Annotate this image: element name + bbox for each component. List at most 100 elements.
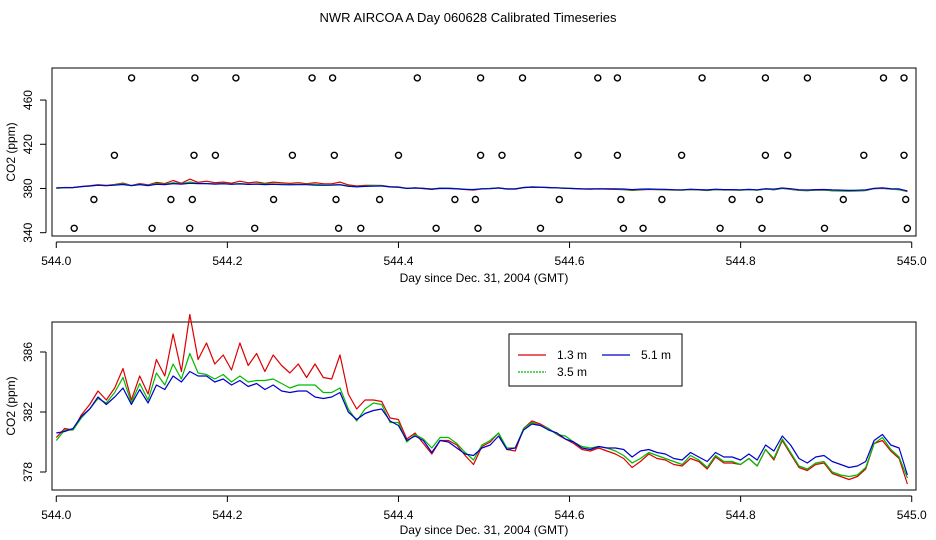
legend-box — [508, 333, 683, 387]
calibration-point — [900, 74, 908, 82]
top-x-tick-label: 544.2 — [212, 254, 242, 268]
calibration-point — [803, 74, 812, 82]
bottom-series-lines — [55, 313, 908, 485]
calibration-point — [451, 195, 459, 204]
calibration-point — [761, 74, 770, 82]
bottom-plot-frame — [51, 321, 917, 491]
calibration-point — [594, 74, 602, 82]
top-series-lines — [56, 178, 908, 193]
calibration-point — [185, 224, 194, 233]
bottom-x-tick-label: 544.0 — [41, 508, 71, 522]
top-y-tick-label: 460 — [21, 90, 35, 110]
calibration-point — [375, 195, 384, 204]
bottom-x-tick-label: 544.2 — [212, 508, 242, 522]
bottom-x-tick-label: 545.0 — [897, 508, 927, 522]
top-plot-frame — [51, 67, 917, 237]
calibration-point — [211, 151, 220, 160]
calibration-point — [269, 195, 278, 204]
bottom-x-tick-label: 544.8 — [726, 508, 756, 522]
top-series-line-5-1-m — [56, 182, 908, 192]
bottom-x-axis-label: Day since Dec. 31, 2004 (GMT) — [400, 523, 569, 537]
calibration-point — [191, 74, 199, 82]
calibration-point — [761, 151, 770, 160]
calibration-point — [357, 224, 365, 233]
calibration-point — [471, 195, 480, 204]
calibration-point — [658, 195, 666, 204]
top-x-tick-label: 544.4 — [383, 254, 413, 268]
top-x-tick-label: 544.0 — [41, 254, 71, 268]
calibration-point — [755, 195, 764, 204]
calibration-point — [902, 195, 910, 204]
calibration-point — [820, 224, 829, 233]
top-x-axis: 544.0 544.2 544.4 544.6 544.8 545.0 — [41, 241, 927, 268]
bottom-y-tick-label: 382 — [21, 402, 35, 422]
calibration-point — [613, 74, 622, 82]
bottom-series-line-5-1-m — [56, 370, 908, 476]
calibration-point — [476, 151, 485, 160]
calibration-point — [900, 151, 908, 160]
calibration-point — [784, 151, 792, 160]
calibration-point — [474, 224, 482, 233]
calibration-point — [728, 195, 736, 204]
bottom-x-tick-label: 544.4 — [383, 508, 413, 522]
top-calibration-points — [70, 74, 912, 233]
calibration-point — [167, 195, 175, 204]
calibration-point — [188, 195, 197, 204]
calibration-point — [232, 74, 240, 82]
calibration-point — [127, 74, 136, 82]
top-y-tick-label: 340 — [21, 222, 35, 242]
calibration-point — [677, 151, 686, 160]
calibration-point — [432, 224, 440, 233]
bottom-y-axis: 378 382 386 — [21, 342, 47, 482]
calibration-point — [250, 224, 259, 233]
legend-label-3-5m: 3.5 m — [557, 365, 587, 379]
legend-label-5-1m: 5.1 m — [641, 348, 671, 362]
bottom-series-line-1-3-m — [55, 313, 908, 485]
calibration-point — [639, 224, 647, 233]
calibration-point — [330, 151, 338, 160]
top-panel: 544.0 544.2 544.4 544.6 544.8 545.0 340 380 420… — [4, 67, 927, 285]
calibration-point — [879, 74, 888, 82]
calibration-point — [308, 74, 316, 82]
bottom-y-axis-label: CO2 (ppm) — [4, 376, 18, 435]
calibration-point — [413, 74, 421, 82]
calibration-point — [860, 151, 868, 160]
calibration-point — [476, 74, 485, 82]
calibration-point — [574, 151, 582, 160]
calibration-point — [332, 195, 340, 204]
top-y-axis-label: CO2 (ppm) — [4, 122, 18, 181]
calibration-point — [617, 195, 625, 204]
calibration-point — [619, 224, 628, 233]
bottom-y-tick-label: 378 — [21, 462, 35, 482]
calibration-point — [555, 195, 563, 204]
calibration-point — [716, 224, 724, 233]
bottom-x-tick-label: 544.6 — [555, 508, 585, 522]
legend-label-1-3m: 1.3 m — [557, 348, 587, 362]
calibration-point — [536, 224, 545, 233]
chart-title: NWR AIRCOA A Day 060628 Calibrated Times… — [320, 10, 617, 25]
calibration-point — [613, 151, 622, 160]
top-x-tick-label: 544.6 — [555, 254, 585, 268]
top-series-line-1-3-m — [56, 178, 908, 193]
bottom-y-tick-label: 386 — [21, 342, 35, 362]
calibration-point — [334, 224, 343, 233]
top-x-axis-label: Day since Dec. 31, 2004 (GMT) — [400, 271, 569, 285]
calibration-point — [758, 224, 766, 233]
calibration-point — [148, 224, 156, 233]
bottom-x-axis: 544.0 544.2 544.4 544.6 544.8 545.0 — [41, 495, 927, 522]
calibration-point — [90, 195, 98, 204]
calibration-point — [328, 74, 337, 82]
top-y-tick-label: 380 — [21, 178, 35, 198]
top-x-tick-label: 544.8 — [726, 254, 756, 268]
calibration-point — [903, 224, 912, 233]
bottom-panel: 544.0 544.2 544.4 544.6 544.8 545.0 378 382 386… — [4, 313, 927, 537]
calibration-point — [394, 151, 403, 160]
calibration-point — [518, 74, 527, 82]
calibration-point — [190, 151, 198, 160]
calibration-point — [698, 74, 706, 82]
legend: 1.3 m 3.5 m 5.1 m — [508, 333, 683, 387]
calibration-point — [70, 224, 78, 233]
calibration-point — [288, 151, 297, 160]
top-y-axis: 340 380 420 460 — [21, 90, 47, 243]
